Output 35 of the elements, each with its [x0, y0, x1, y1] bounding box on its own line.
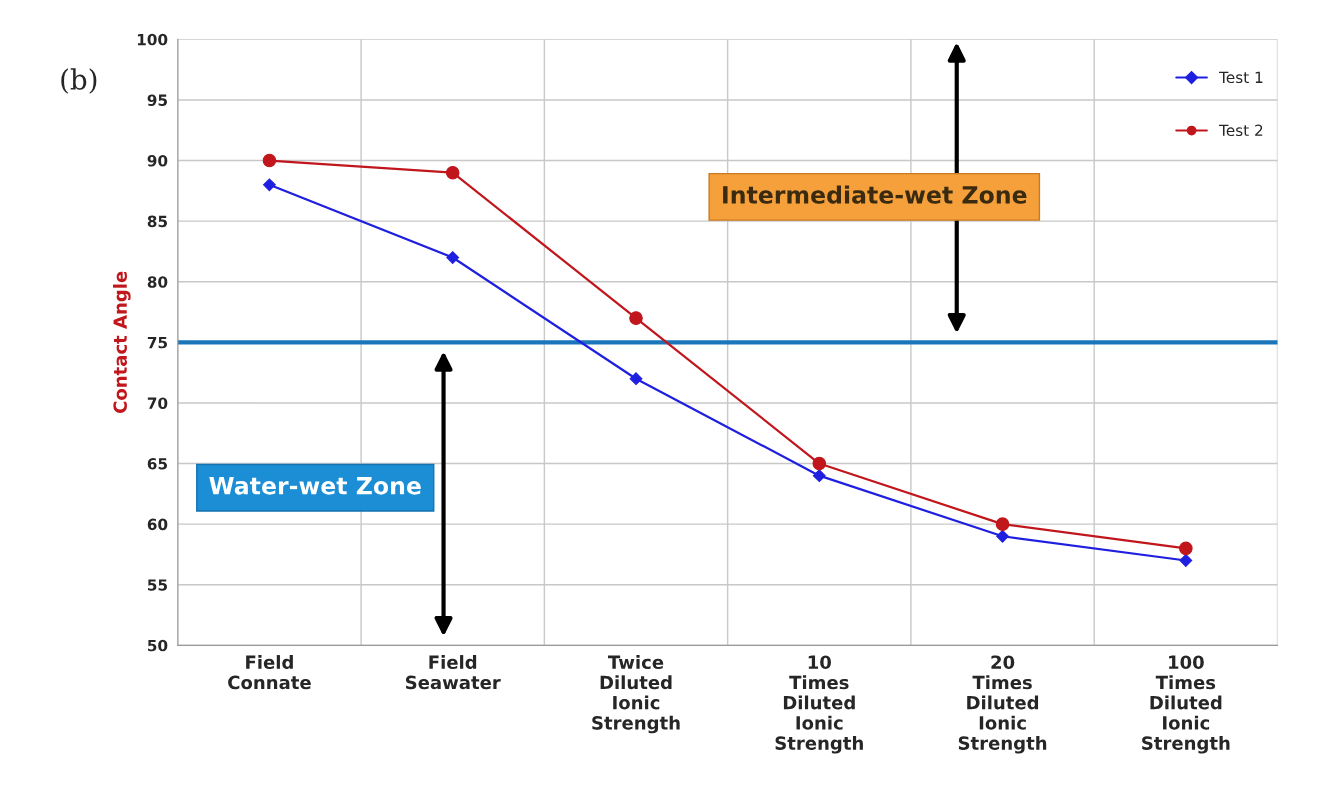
y-tick-label: 50: [147, 639, 168, 652]
point: [629, 311, 643, 325]
y-tick-label: 60: [147, 518, 168, 531]
point: [263, 178, 276, 192]
point: [812, 456, 827, 471]
x-tick-label: Field Seawater: [405, 655, 501, 690]
y-axis-title: Contact Angle: [113, 271, 131, 414]
x-tick-label: 100 Times Diluted Ionic Strength: [1142, 655, 1230, 754]
annotation: Intermediate-wet Zone: [723, 185, 1027, 204]
y-tick-label: 75: [147, 337, 168, 349]
y-tick-label: 80: [147, 276, 168, 288]
y-tick-label: 95: [147, 94, 168, 106]
point: [262, 153, 277, 168]
x-tick-label: Twice Diluted Ionic Strength: [592, 655, 680, 734]
x-tick-label: Field Connate: [228, 655, 311, 690]
y-tick-label: 100: [137, 33, 168, 46]
point: [629, 372, 643, 386]
point: [1179, 554, 1193, 567]
y-tick-label: 55: [147, 579, 168, 591]
point: [996, 529, 1009, 543]
point: [995, 517, 1010, 531]
y-tick-label: 65: [147, 458, 168, 470]
x-tick-label: 20 Times Diluted Ionic Strength: [958, 655, 1047, 754]
point: [446, 251, 460, 264]
point: [1179, 541, 1193, 556]
y-tick-label: 70: [147, 397, 168, 409]
point: [445, 165, 460, 180]
legend-label: Test 1: [1219, 71, 1263, 84]
y-tick-label: 85: [147, 215, 168, 228]
legend-label: Test 2: [1219, 124, 1263, 137]
y-tick-label: 90: [147, 155, 168, 167]
point: [812, 469, 826, 483]
text: (b): [61, 68, 97, 94]
x-tick-label: 10 Times Diluted Ionic Strength: [775, 655, 863, 754]
annotation: Water-wet Zone: [209, 477, 421, 495]
